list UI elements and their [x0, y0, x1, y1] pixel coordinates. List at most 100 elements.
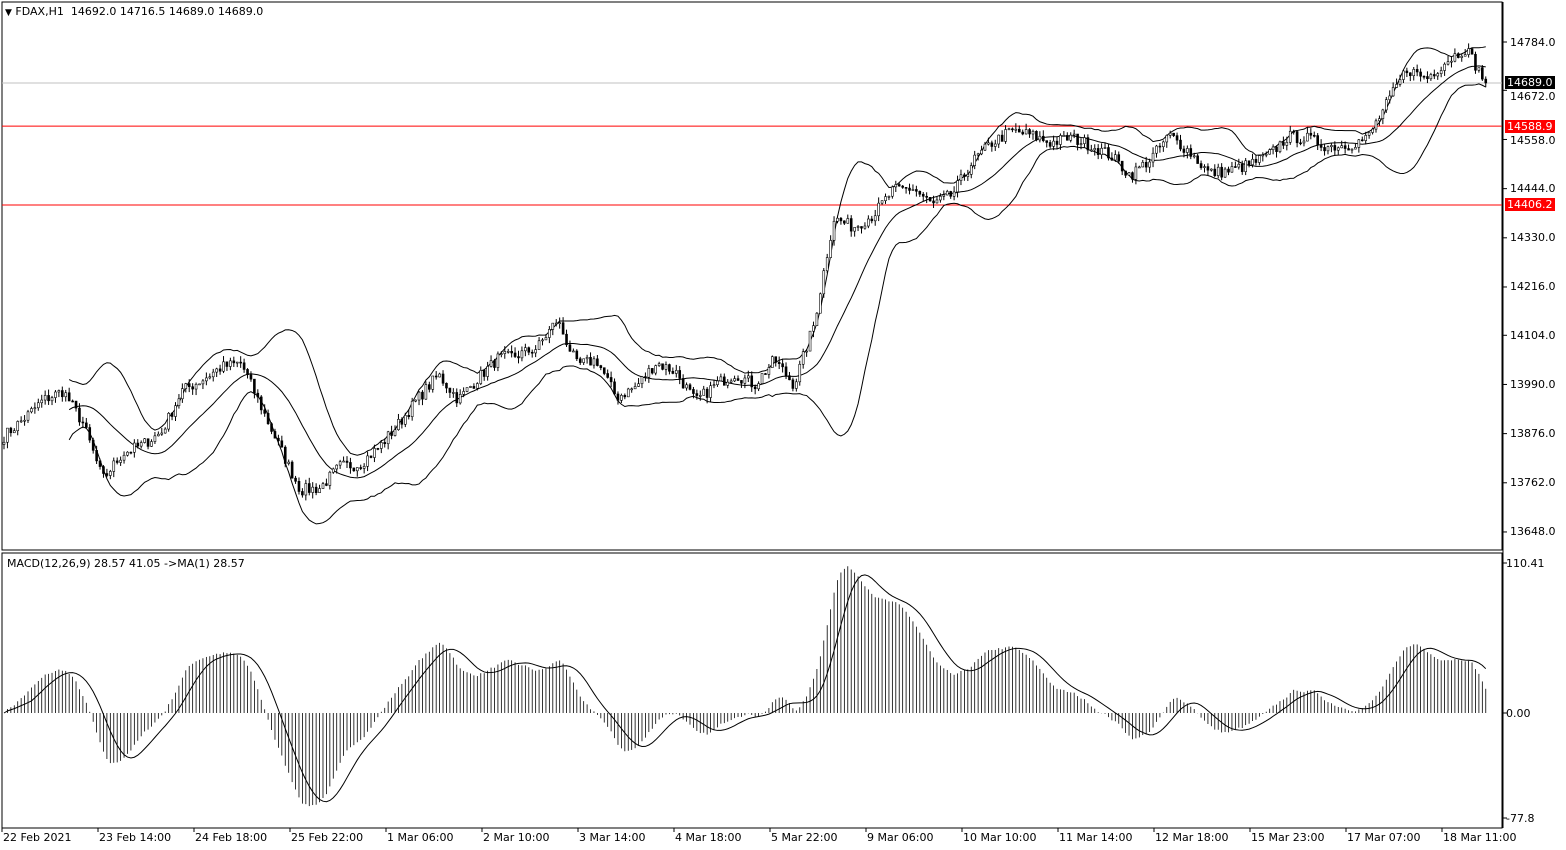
candle-bear	[71, 400, 74, 403]
candle-bull	[973, 154, 976, 166]
candle-bear	[1405, 70, 1409, 74]
candle-bull	[1155, 145, 1158, 154]
candle-bull	[1103, 147, 1107, 149]
candle-bear	[283, 446, 287, 464]
time-tick-label: 2 Mar 10:00	[483, 831, 550, 844]
candle-bull	[201, 380, 205, 385]
candle-bull	[321, 483, 325, 489]
candle-bear	[908, 187, 911, 191]
collapse-triangle-icon[interactable]: ▼	[5, 8, 12, 18]
candle-bull	[702, 388, 706, 396]
candle-bull	[524, 347, 527, 352]
candle-bear	[1011, 128, 1014, 131]
candle-bull	[712, 384, 716, 387]
candle-bull	[139, 442, 143, 447]
candle-bear	[599, 365, 603, 369]
candle-bull	[719, 376, 723, 382]
candle-bear	[1117, 154, 1121, 162]
candle-bear	[736, 378, 740, 381]
candle-bull	[551, 322, 555, 330]
candle-bear	[918, 190, 922, 195]
candle-bear	[297, 480, 301, 492]
time-tick-label: 18 Mar 11:00	[1443, 831, 1517, 844]
candle-bull	[877, 202, 880, 217]
price-tick-label: 13990.0	[1510, 377, 1556, 391]
candle-bull	[1467, 48, 1470, 55]
candle-bear	[1213, 168, 1217, 176]
candle-bull	[506, 350, 510, 353]
candle-bull	[465, 387, 469, 392]
candle-bull	[1371, 128, 1374, 133]
candle-bull	[674, 370, 678, 374]
candle-bull	[379, 442, 383, 449]
candle-bear	[650, 368, 654, 374]
candle-bull	[1330, 145, 1333, 148]
candle-bull	[1192, 155, 1196, 158]
candle-bull	[1216, 166, 1220, 176]
candle-bull	[338, 461, 342, 466]
candle-bull	[304, 483, 308, 496]
candle-bull	[469, 386, 472, 388]
candle-bull	[1446, 61, 1450, 65]
candle-bear	[1419, 71, 1422, 77]
candle-bull	[1391, 87, 1395, 97]
candle-bear	[225, 361, 229, 367]
candle-bear	[400, 419, 404, 425]
macd-tick-label: 0.00	[1506, 706, 1531, 720]
candle-bull	[205, 377, 208, 382]
candle-bull	[476, 383, 479, 389]
candle-bear	[445, 382, 448, 389]
candle-bear	[1110, 157, 1114, 161]
candle-bear	[722, 376, 726, 386]
candle-bear	[1055, 140, 1059, 145]
candle-bull	[976, 153, 980, 156]
price-tick-label: 14558.0	[1510, 133, 1556, 147]
candle-bull	[311, 486, 315, 493]
candle-bull	[1165, 135, 1169, 143]
candle-bull	[1244, 160, 1247, 172]
candle-bear	[81, 421, 85, 424]
candle-bull	[1251, 158, 1254, 166]
candle-bear	[1182, 148, 1186, 153]
candle-bull	[987, 142, 990, 145]
candle-bull	[1052, 140, 1055, 147]
candle-bear	[1220, 166, 1223, 178]
candle-bull	[1285, 142, 1289, 146]
candle-bull	[716, 380, 719, 386]
candle-bear	[932, 200, 935, 204]
candle-bear	[407, 415, 411, 417]
candle-bull	[726, 381, 730, 386]
candle-bear	[990, 142, 994, 147]
candle-bear	[280, 440, 284, 448]
candle-bull	[853, 227, 856, 232]
candle-bear	[1234, 166, 1237, 168]
candle-bull	[633, 386, 637, 390]
candle-bear	[259, 396, 263, 411]
candle-bull	[1134, 166, 1138, 180]
candle-bear	[256, 392, 260, 398]
candle-bear	[616, 393, 620, 401]
candle-bear	[1299, 142, 1302, 145]
candle-bull	[57, 390, 61, 393]
ohlc-values: 14692.0 14716.5 14689.0 14689.0	[70, 5, 264, 18]
candle-bull	[1148, 161, 1151, 168]
candle-bear	[678, 370, 682, 379]
candle-bull	[945, 191, 949, 196]
candle-bull	[36, 402, 40, 409]
candle-bull	[572, 350, 575, 353]
candle-bear	[1144, 162, 1148, 168]
candle-bull	[880, 200, 884, 204]
candle-bear	[1041, 135, 1045, 141]
candle-bear	[1282, 141, 1285, 146]
candle-bear	[753, 386, 757, 390]
candle-bull	[1357, 139, 1361, 148]
candle-bull	[760, 373, 764, 384]
candle-bull	[386, 431, 390, 445]
candle-bull	[342, 460, 345, 463]
candle-bear	[568, 344, 572, 352]
candle-bear	[613, 381, 616, 395]
candle-bull	[993, 143, 997, 147]
candle-bear	[102, 466, 105, 474]
macd-tick-label: -77.8	[1506, 811, 1535, 825]
